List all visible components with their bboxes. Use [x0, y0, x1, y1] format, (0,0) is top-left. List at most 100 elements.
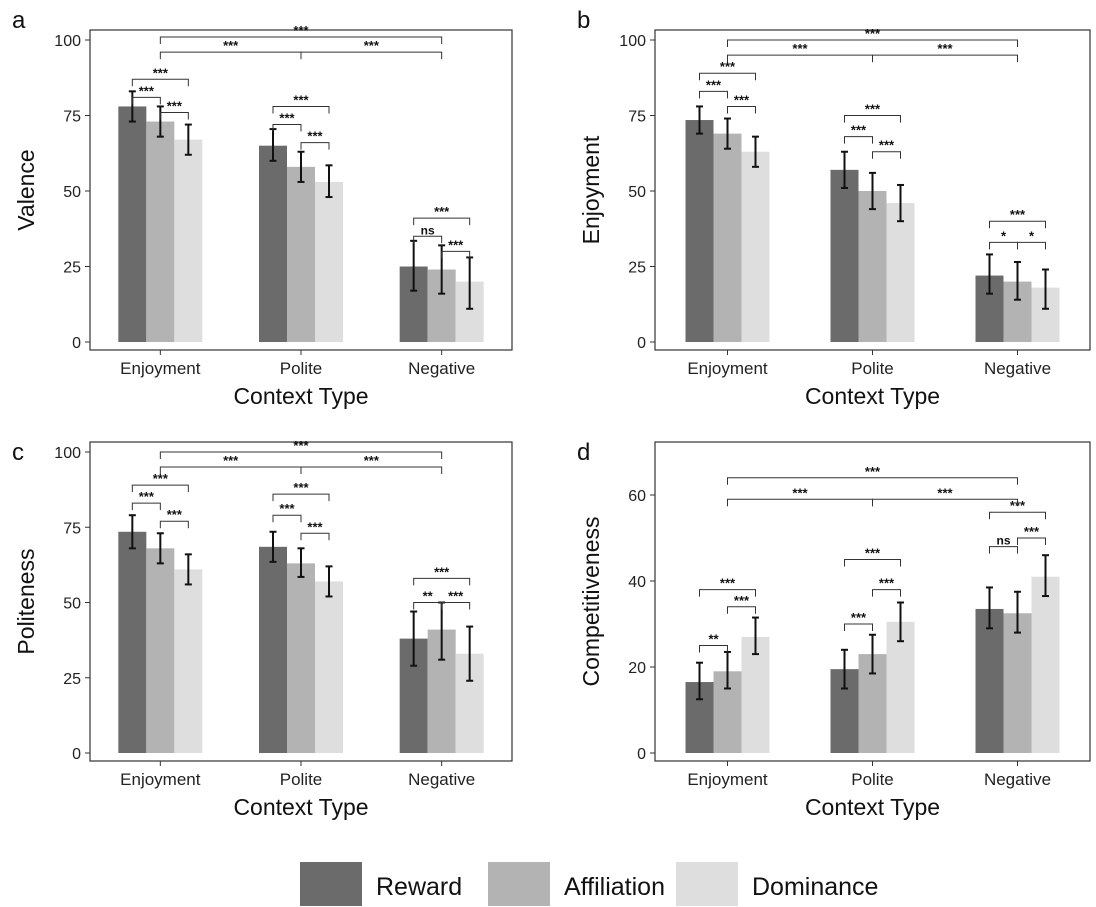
bar-affiliation — [287, 166, 315, 342]
significance-label: *** — [720, 576, 736, 591]
error-bar — [156, 532, 164, 565]
significance-label: *** — [937, 485, 953, 500]
x-axis-label: Context Type — [805, 383, 940, 409]
chart-panel-a: a 0 25 50 75 100 Valence Enjoyment Polite Negativ… — [12, 7, 513, 409]
significance-label: *** — [1010, 207, 1026, 222]
y-tick-label: 100 — [54, 445, 81, 462]
significance-bracket — [727, 477, 1018, 485]
significance-label: * — [1029, 228, 1035, 243]
error-bar — [897, 601, 904, 643]
bar-dominance — [886, 203, 915, 342]
error-bar — [752, 135, 759, 168]
significance-label: *** — [792, 485, 808, 500]
y-tick-label: 0 — [72, 335, 81, 352]
significance-bracket — [159, 111, 189, 120]
significance-bracket — [131, 96, 161, 105]
significance-label: *** — [139, 489, 155, 504]
panel-letter: b — [577, 7, 590, 34]
error-bar — [1014, 590, 1021, 634]
significance-label: *** — [364, 453, 380, 468]
x-tick-label: Polite — [280, 770, 323, 789]
significance-bracket — [989, 546, 1018, 554]
y-tick-label: 25 — [63, 260, 81, 277]
significance-label: ** — [423, 589, 434, 604]
y-tick-label: 25 — [628, 260, 646, 277]
bar-dominance — [315, 581, 343, 753]
significance-bracket — [1017, 537, 1046, 545]
significance-label: *** — [364, 38, 380, 53]
legend-label: Reward — [376, 873, 462, 901]
x-tick-label: Enjoyment — [120, 770, 201, 789]
significance-label: *** — [153, 65, 169, 80]
bar-affiliation — [146, 121, 175, 342]
bar-reward — [830, 169, 859, 342]
bar-affiliation — [146, 548, 175, 753]
significance-label: *** — [293, 438, 309, 453]
significance-bracket — [131, 78, 189, 87]
bar-affiliation — [287, 563, 315, 753]
significance-label: *** — [865, 102, 881, 117]
panel-letter: d — [577, 439, 590, 466]
significance-bracket — [727, 105, 756, 114]
error-bar — [297, 547, 305, 578]
panel-letter: c — [12, 439, 24, 466]
significance-bracket — [844, 136, 873, 144]
significance-bracket — [872, 151, 901, 159]
significance-bracket — [989, 511, 1046, 520]
error-bar — [752, 616, 759, 656]
error-bar — [986, 586, 993, 630]
error-bar — [724, 117, 731, 150]
significance-label: *** — [307, 129, 323, 144]
x-tick-label: Enjoyment — [687, 359, 768, 378]
legend-swatch — [676, 862, 738, 906]
chart-panel-c: c 0 25 50 75 100 Politeness Enjoyment Polite Nega… — [12, 438, 513, 820]
significance-bracket — [844, 115, 901, 123]
legend-label: Affiliation — [564, 873, 665, 901]
significance-bracket — [441, 250, 471, 259]
error-bar — [325, 164, 333, 199]
significance-bracket — [159, 451, 443, 459]
y-tick-label: 20 — [628, 660, 646, 677]
significance-label: *** — [720, 59, 736, 74]
significance-bracket — [300, 532, 330, 541]
significance-label: *** — [865, 546, 881, 561]
significance-label: *** — [851, 123, 867, 138]
error-bar — [869, 171, 876, 211]
legend-label: Dominance — [752, 873, 878, 901]
significance-bracket — [727, 606, 756, 614]
significance-label: *** — [293, 92, 309, 107]
significance-label: *** — [879, 138, 895, 153]
significance-label: *** — [223, 38, 239, 53]
error-bar — [696, 105, 703, 135]
bar-dominance — [741, 151, 770, 342]
bar-reward — [118, 531, 147, 753]
bar-dominance — [174, 569, 203, 753]
bar-reward — [975, 608, 1004, 753]
panel-letter: a — [12, 7, 26, 34]
significance-label: ns — [421, 223, 435, 237]
x-tick-label: Enjoyment — [120, 359, 201, 378]
significance-bracket — [441, 602, 471, 610]
significance-bracket — [300, 51, 443, 60]
x-tick-label: Polite — [851, 359, 894, 378]
bar-dominance — [741, 636, 770, 753]
significance-bracket — [159, 466, 302, 475]
x-axis-label: Context Type — [805, 794, 940, 820]
y-tick-label: 50 — [63, 596, 81, 613]
significance-label: *** — [792, 41, 808, 56]
significance-label: *** — [734, 593, 750, 608]
significance-label: *** — [448, 237, 464, 252]
bar-dominance — [174, 139, 203, 342]
significance-bracket — [989, 220, 1046, 229]
bar-reward — [118, 106, 147, 342]
chart-panel-b: b 0 25 50 75 100 Enjoyment Enjoyment Polite Negat… — [577, 7, 1091, 409]
x-axis-label: Context Type — [233, 383, 368, 409]
legend: Reward Affiliation Dominance — [300, 862, 878, 906]
significance-bracket — [300, 142, 330, 150]
significance-bracket — [699, 645, 728, 653]
error-bar — [156, 105, 164, 138]
x-tick-label: Polite — [851, 770, 894, 789]
error-bar — [410, 610, 418, 667]
y-tick-label: 0 — [637, 746, 646, 763]
